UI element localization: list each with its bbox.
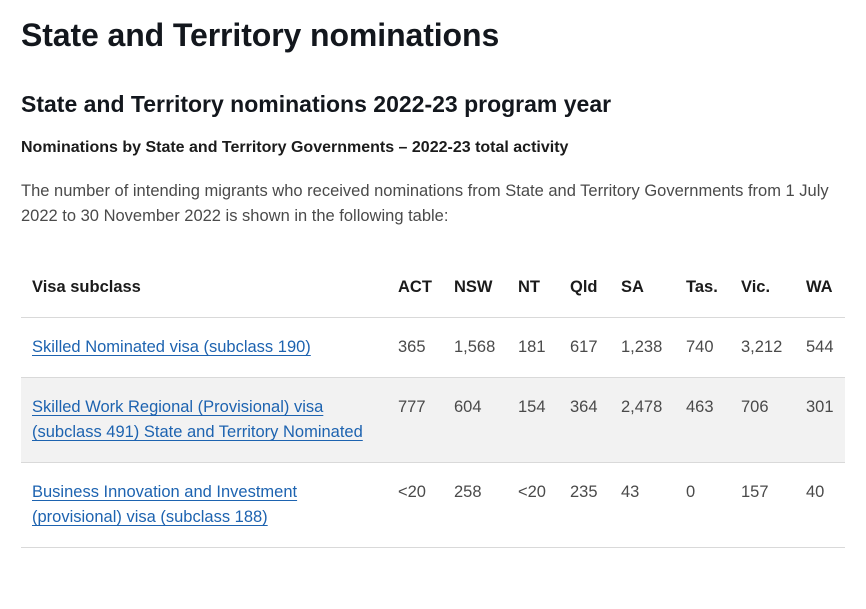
table-cell-vic: 157 (730, 462, 795, 548)
page-title: State and Territory nominations (21, 17, 500, 53)
column-header-tas: Tas. (675, 262, 730, 318)
visa-cell: Skilled Nominated visa (subclass 190) (21, 317, 387, 378)
table-row: Business Innovation and Investment (prov… (21, 462, 845, 548)
table-row: Skilled Nominated visa (subclass 190) 36… (21, 317, 845, 378)
table-cell-qld: 235 (559, 462, 610, 548)
table-cell-nsw: 1,568 (443, 317, 507, 378)
column-header-nsw: NSW (443, 262, 507, 318)
table-cell-nt: 154 (507, 377, 559, 463)
table-cell-act: <20 (387, 462, 443, 548)
table-cell-act: 365 (387, 317, 443, 378)
visa-link-subclass-188[interactable]: Business Innovation and Investment (prov… (32, 483, 298, 526)
visa-link-subclass-190[interactable]: Skilled Nominated visa (subclass 190) (32, 338, 311, 356)
column-header-act: ACT (387, 262, 443, 318)
column-header-wa: WA (795, 262, 845, 318)
section-title: State and Territory nominations 2022-23 … (21, 91, 612, 117)
table-row: Skilled Work Regional (Provisional) visa… (21, 377, 845, 463)
table-cell-wa: 40 (795, 462, 845, 548)
column-header-visa-subclass: Visa subclass (21, 262, 387, 318)
table-cell-tas: 0 (675, 462, 730, 548)
nominations-table: Visa subclass ACT NSW NT Qld SA Tas. Vic… (21, 262, 845, 548)
subsection-title: Nominations by State and Territory Gover… (21, 139, 569, 156)
table-cell-vic: 706 (730, 377, 795, 463)
table-cell-wa: 301 (795, 377, 845, 463)
column-header-qld: Qld (559, 262, 610, 318)
column-header-sa: SA (610, 262, 675, 318)
table-cell-nsw: 604 (443, 377, 507, 463)
table-cell-qld: 364 (559, 377, 610, 463)
table-cell-tas: 463 (675, 377, 730, 463)
page-content: State and Territory nominations State an… (21, 17, 845, 548)
table-cell-tas: 740 (675, 317, 730, 378)
table-cell-sa: 1,238 (610, 317, 675, 378)
table-cell-qld: 617 (559, 317, 610, 378)
intro-paragraph: The number of intending migrants who rec… (21, 182, 829, 225)
column-header-vic: Vic. (730, 262, 795, 318)
table-cell-nsw: 258 (443, 462, 507, 548)
table-cell-vic: 3,212 (730, 317, 795, 378)
table-cell-act: 777 (387, 377, 443, 463)
visa-cell: Skilled Work Regional (Provisional) visa… (21, 377, 387, 463)
visa-cell: Business Innovation and Investment (prov… (21, 462, 387, 548)
visa-link-subclass-491[interactable]: Skilled Work Regional (Provisional) visa… (32, 398, 363, 441)
table-header-row: Visa subclass ACT NSW NT Qld SA Tas. Vic… (21, 262, 845, 318)
table-cell-nt: 181 (507, 317, 559, 378)
column-header-nt: NT (507, 262, 559, 318)
table-cell-nt: <20 (507, 462, 559, 548)
table-cell-sa: 43 (610, 462, 675, 548)
table-cell-sa: 2,478 (610, 377, 675, 463)
table-cell-wa: 544 (795, 317, 845, 378)
